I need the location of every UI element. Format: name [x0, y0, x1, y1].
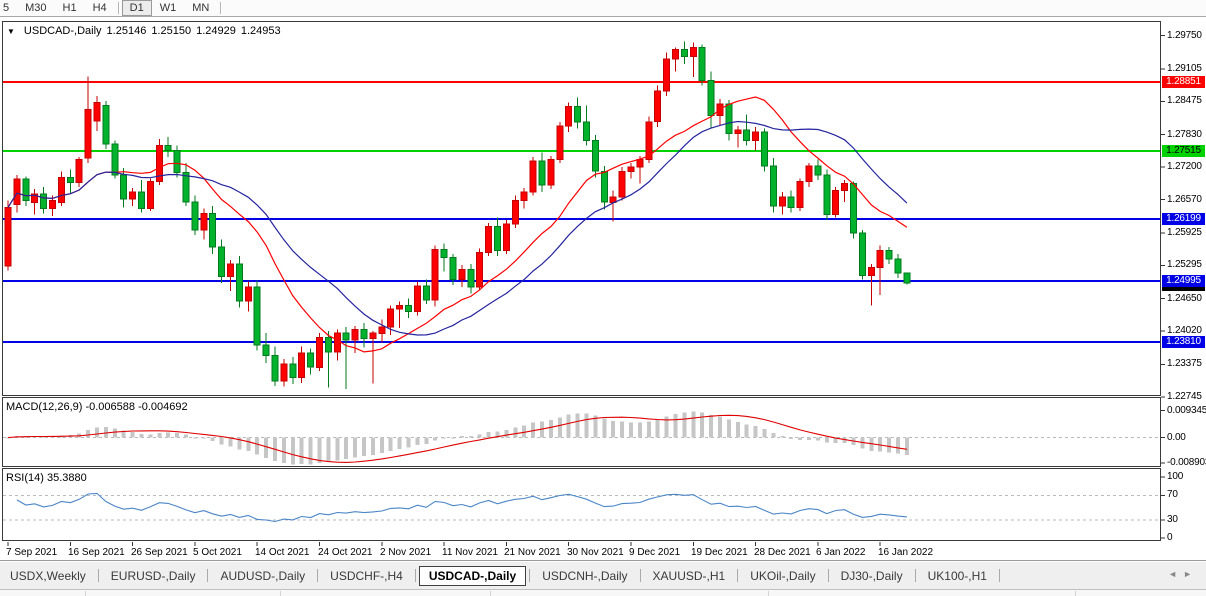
date-axis-label: 11 Nov 2021 — [442, 547, 498, 558]
date-axis-label: 28 Dec 2021 — [754, 547, 811, 558]
tab-dj30-daily[interactable]: DJ30-,Daily — [840, 568, 903, 583]
timeframe-h1-button[interactable]: H1 — [62, 2, 77, 14]
tab-usdcad-daily[interactable]: USDCAD-,Daily — [418, 565, 527, 586]
tab-separator — [914, 569, 916, 582]
date-axis-label: 30 Nov 2021 — [567, 547, 624, 558]
collapse-arrow-icon[interactable]: ▼ — [7, 27, 15, 36]
tab-separator — [317, 569, 319, 582]
price-axis-tick: 1.26570 — [1167, 194, 1202, 205]
title-high: 1.25150 — [151, 25, 192, 37]
price-axis-tick: 1.29750 — [1167, 30, 1202, 41]
statusbar-separator — [1075, 591, 1076, 596]
status-bar — [0, 589, 1206, 596]
price-axis-tick: 1.22745 — [1167, 391, 1202, 402]
tab-separator — [827, 569, 829, 582]
date-axis-label: 9 Dec 2021 — [629, 547, 681, 558]
date-axis-label: 16 Jan 2022 — [878, 547, 934, 558]
price-axis-tick: 1.24650 — [1167, 293, 1202, 304]
level-price-label: 1.27515 — [1162, 145, 1205, 157]
rsi-indicator-label: RSI(14) 35.3880 — [6, 472, 87, 484]
date-axis-label: 7 Sep 2021 — [6, 547, 58, 558]
timeframe-mn-button[interactable]: MN — [192, 2, 210, 14]
tab-separator — [998, 569, 1000, 582]
tab-usdchf-h4[interactable]: USDCHF-,H4 — [330, 568, 403, 583]
tab-separator — [639, 569, 641, 582]
statusbar-separator — [768, 591, 769, 596]
date-axis-label: 14 Oct 2021 — [255, 547, 310, 558]
tab-separator — [737, 569, 739, 582]
level-price-label: 1.28851 — [1162, 76, 1205, 88]
tab-separator — [529, 569, 531, 582]
date-axis-label: 5 Oct 2021 — [193, 547, 242, 558]
timeframe-w1-button[interactable]: W1 — [159, 2, 177, 14]
macd-axis-tick: 0.009345 — [1167, 405, 1206, 416]
rsi-axis-tick: 0 — [1167, 532, 1173, 543]
date-axis-label: 6 Jan 2022 — [816, 547, 866, 558]
timeframe-5-button[interactable]: 5 — [3, 2, 10, 14]
macd-axis-tick: 0.00 — [1167, 432, 1186, 443]
timeframe-toolbar: 5 M30 H1 H4 D1 W1 MN — [0, 0, 1206, 17]
price-axis-tick: 1.27200 — [1167, 161, 1202, 172]
date-axis-label: 2 Nov 2021 — [380, 547, 432, 558]
price-axis-tick: 1.27830 — [1167, 129, 1202, 140]
rsi-axis-tick: 30 — [1167, 514, 1178, 525]
price-axis-tick: 1.28475 — [1167, 95, 1202, 106]
macd-indicator-label: MACD(12,26,9) -0.006588 -0.004692 — [6, 401, 188, 413]
tab-separator — [414, 569, 416, 582]
tabs-scroll-right-icon[interactable]: ► — [1183, 569, 1198, 579]
tab-xauusd-h1[interactable]: XAUUSD-,H1 — [652, 568, 726, 583]
toolbar-separator — [220, 2, 222, 14]
macd-axis-tick: -0.008903 — [1167, 457, 1206, 468]
tab-eurusd-daily[interactable]: EURUSD-,Daily — [110, 568, 196, 583]
tab-usdx-weekly[interactable]: USDX,Weekly — [10, 568, 86, 583]
timeframe-d1-button[interactable]: D1 — [121, 0, 152, 16]
price-axis-tick: 1.29105 — [1167, 63, 1202, 74]
level-price-label: 1.26199 — [1162, 213, 1205, 225]
date-axis-label: 26 Sep 2021 — [131, 547, 188, 558]
price-axis-tick: 1.25295 — [1167, 259, 1202, 270]
rsi-axis-tick: 100 — [1167, 471, 1184, 482]
statusbar-separator — [85, 591, 86, 596]
price-axis-tick: 1.24020 — [1167, 325, 1202, 336]
level-price-label: 1.23810 — [1162, 336, 1205, 348]
price-axis-tick: 1.23375 — [1167, 358, 1202, 369]
toolbar-separator — [117, 2, 119, 14]
date-axis-label: 21 Nov 2021 — [504, 547, 561, 558]
tab-usdcnh-daily[interactable]: USDCNH-,Daily — [542, 568, 628, 583]
level-price-label: 1.24995 — [1162, 275, 1205, 287]
tab-separator — [97, 569, 99, 582]
title-symbol: USDCAD-,Daily — [23, 25, 102, 37]
date-axis-label: 16 Sep 2021 — [68, 547, 125, 558]
timeframe-m30-button[interactable]: M30 — [25, 2, 47, 14]
title-low: 1.24929 — [196, 25, 236, 37]
tab-audusd-daily[interactable]: AUDUSD-,Daily — [220, 568, 306, 583]
tab-ukoil-daily[interactable]: UKOil-,Daily — [750, 568, 816, 583]
statusbar-separator — [280, 591, 281, 596]
symbol-tab-bar: USDX,Weekly EURUSD-,Daily AUDUSD-,Daily USD… — [0, 560, 1206, 590]
date-axis-label: 19 Dec 2021 — [691, 547, 748, 558]
statusbar-separator — [490, 591, 491, 596]
tab-separator — [207, 569, 209, 582]
date-axis-label: 24 Oct 2021 — [318, 547, 373, 558]
timeframe-h4-button[interactable]: H4 — [92, 2, 107, 14]
chart-title: ▼ USDCAD-,Daily 1.25146 1.25150 1.24929 1.249… — [7, 25, 281, 37]
rsi-axis-tick: 70 — [1167, 489, 1178, 500]
tab-uk100-h1[interactable]: UK100-,H1 — [927, 568, 987, 583]
title-close: 1.24953 — [240, 25, 281, 37]
price-axis-tick: 1.25925 — [1167, 227, 1202, 238]
tabs-scroll-left-icon[interactable]: ◄ — [1168, 569, 1184, 579]
title-open: 1.25146 — [106, 25, 147, 37]
